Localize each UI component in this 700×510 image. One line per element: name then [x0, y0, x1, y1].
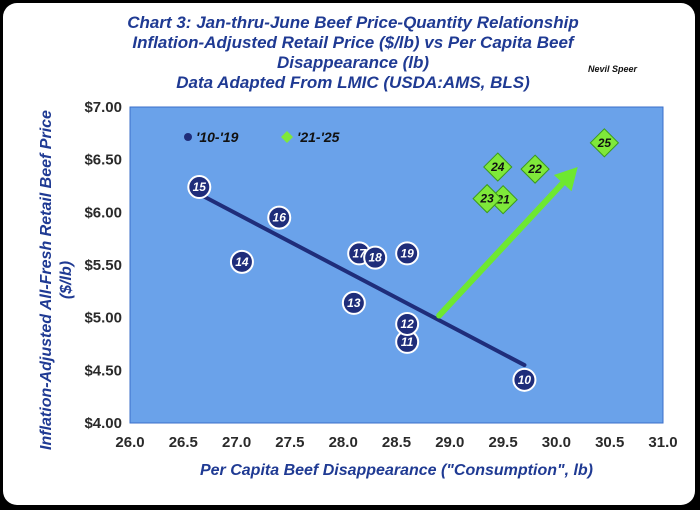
scatter-chart: 26.0 26.5 27.0 27.5 28.0 28.5 29.0 29.5 30.0 30.5… [38, 99, 678, 479]
plot-area [129, 106, 664, 424]
x-tick-label: 29.0 [435, 434, 464, 451]
point-marker-16 [267, 205, 292, 230]
x-tick-label: 31.0 [648, 434, 677, 451]
y-tick-label: $5.00 [84, 310, 122, 327]
point-label-13: 13 [347, 296, 361, 310]
x-tick-label: 29.5 [488, 434, 517, 451]
point-marker-23 [472, 183, 502, 214]
legend-label-2: '21-'25 [297, 129, 340, 145]
legend-marker-circle [184, 133, 192, 141]
point-label-25: 25 [597, 136, 612, 150]
x-tick-label: 30.5 [595, 434, 624, 451]
point-label-16: 16 [273, 211, 287, 225]
trend-arrow-shaft [436, 180, 566, 319]
point-marker-13 [341, 290, 366, 315]
point-marker-25 [589, 128, 620, 158]
trend-arrow-head [553, 167, 578, 192]
point-marker-19 [395, 241, 420, 266]
y-axis-title-line-2: ($/lb) [58, 261, 75, 299]
point-marker-10 [512, 367, 537, 392]
y-tick-label: $4.50 [84, 362, 122, 379]
point-label-10: 10 [518, 373, 532, 387]
x-tick-label: 27.5 [275, 434, 304, 451]
chart-frame: Chart 3: Jan-thru-June Beef Price-Quanti… [3, 3, 695, 505]
y-axis-title-line-1: Inflation-Adjusted All-Fresh Retail Beef… [38, 110, 55, 450]
x-tick-label: 27.0 [222, 434, 251, 451]
point-marker-12 [395, 311, 420, 336]
point-label-15: 15 [193, 180, 207, 194]
x-tick-label: 26.0 [115, 434, 144, 451]
point-label-14: 14 [235, 255, 249, 269]
legend-marker-diamond [281, 131, 293, 143]
chart-title-line-3: Disappearance (lb) [276, 53, 430, 72]
y-tick-label: $6.50 [84, 152, 122, 169]
point-label-19: 19 [400, 246, 414, 260]
y-tick-label: $4.00 [84, 415, 122, 432]
y-tick-label: $5.50 [84, 257, 122, 274]
point-marker-15 [187, 175, 212, 200]
point-label-22: 22 [527, 162, 542, 176]
x-tick-label: 30.0 [542, 434, 571, 451]
y-tick-label: $6.00 [84, 204, 122, 221]
legend-label-1: '10-'19 [196, 129, 239, 145]
chart-title-line-4: Data Adapted From LMIC (USDA:AMS, BLS) [176, 73, 530, 92]
x-axis-title: Per Capita Beef Disappearance ("Consumpt… [200, 462, 593, 479]
point-label-24: 24 [490, 160, 505, 174]
chart-title-line-2: Inflation-Adjusted Retail Price ($/lb) v… [132, 33, 574, 52]
x-tick-label: 28.5 [382, 434, 411, 451]
point-marker-14 [229, 249, 254, 274]
trend-line [191, 189, 527, 368]
x-tick-label: 26.5 [169, 434, 198, 451]
point-label-23: 23 [479, 192, 494, 206]
point-label-12: 12 [400, 317, 414, 331]
author-credit: Nevil Speer [588, 64, 638, 74]
y-tick-label: $7.00 [84, 99, 122, 116]
point-label-18: 18 [369, 251, 383, 265]
point-marker-18 [363, 245, 388, 270]
point-marker-24 [483, 152, 513, 182]
point-label-11: 11 [401, 335, 414, 349]
point-marker-22 [520, 154, 550, 184]
chart-title-line-1: Chart 3: Jan-thru-June Beef Price-Quanti… [127, 13, 579, 32]
x-tick-label: 28.0 [329, 434, 358, 451]
